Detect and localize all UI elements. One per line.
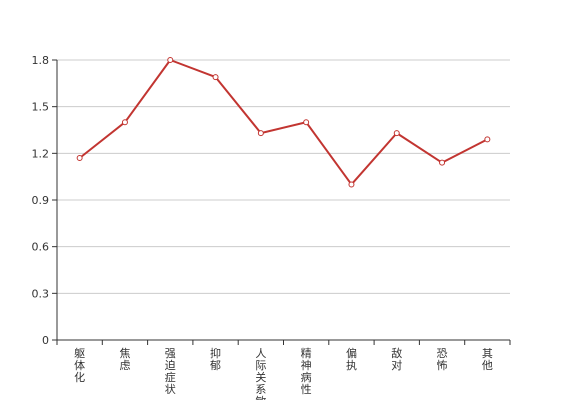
data-points — [76, 57, 491, 188]
x-tick-label: 其他 — [482, 347, 493, 372]
y-tick-label: 1.5 — [32, 101, 50, 114]
grid-lines — [57, 59, 510, 294]
x-tick-label: 恐怖 — [437, 347, 448, 372]
data-point — [439, 159, 446, 166]
y-tick-label: 0 — [42, 334, 49, 347]
y-tick-label: 0.6 — [32, 241, 50, 254]
series-line — [79, 59, 488, 186]
data-point — [393, 130, 400, 137]
data-point — [167, 57, 174, 63]
x-tick-label: 偏执 — [346, 346, 357, 372]
y-tick-label: 1.2 — [32, 147, 50, 160]
y-tick-label: 0.9 — [32, 194, 50, 207]
x-tick-label: 人际关系敏感 — [255, 347, 266, 400]
data-point — [303, 119, 310, 126]
y-tick-label: 0.3 — [32, 287, 50, 300]
x-tick-label: 强迫症状 — [165, 347, 176, 396]
series-line-path — [79, 59, 488, 186]
axes — [52, 59, 511, 345]
data-point — [212, 74, 219, 81]
data-point — [257, 130, 264, 137]
x-tick-label: 敌对 — [391, 346, 402, 372]
y-tick-label: 1.8 — [32, 54, 50, 67]
x-tick-labels: 躯体化 焦虑 强迫症状 抑郁 人际关系敏感 精神病性 偏执 敌对 恐怖 其他 — [74, 346, 493, 400]
data-point — [121, 119, 128, 126]
data-point — [484, 136, 491, 143]
x-tick-label: 焦虑 — [119, 347, 130, 372]
data-point — [76, 155, 83, 161]
x-tick-label: 精神病性 — [301, 347, 312, 396]
data-point — [348, 181, 355, 188]
x-tick-label: 躯体化 — [74, 347, 85, 384]
x-tick-label: 抑郁 — [210, 346, 221, 372]
y-tick-labels: 0 0.3 0.6 0.9 1.2 1.5 1.8 — [32, 54, 50, 347]
